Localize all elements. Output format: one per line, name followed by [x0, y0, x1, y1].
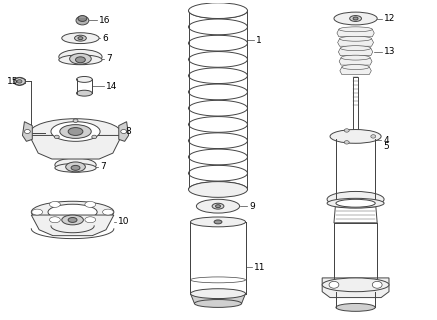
- Ellipse shape: [68, 218, 77, 222]
- Ellipse shape: [76, 90, 92, 96]
- Ellipse shape: [75, 35, 87, 41]
- Polygon shape: [339, 58, 372, 65]
- Ellipse shape: [14, 77, 25, 85]
- Ellipse shape: [49, 217, 60, 223]
- Ellipse shape: [340, 36, 371, 41]
- Ellipse shape: [188, 3, 247, 19]
- Ellipse shape: [92, 135, 97, 139]
- Ellipse shape: [215, 205, 220, 208]
- Ellipse shape: [60, 124, 91, 138]
- Ellipse shape: [188, 182, 247, 197]
- Ellipse shape: [62, 215, 83, 225]
- Polygon shape: [338, 39, 374, 46]
- Ellipse shape: [68, 128, 83, 135]
- Text: 9: 9: [250, 202, 255, 211]
- Ellipse shape: [71, 165, 80, 170]
- Ellipse shape: [59, 50, 102, 64]
- Polygon shape: [337, 29, 374, 37]
- Ellipse shape: [24, 130, 30, 133]
- Polygon shape: [29, 135, 122, 159]
- Text: 4: 4: [383, 136, 389, 145]
- Ellipse shape: [103, 209, 113, 215]
- Ellipse shape: [55, 164, 96, 172]
- Ellipse shape: [372, 281, 382, 288]
- Ellipse shape: [17, 80, 22, 83]
- Ellipse shape: [342, 65, 369, 69]
- Ellipse shape: [336, 303, 375, 311]
- Ellipse shape: [59, 55, 102, 65]
- Ellipse shape: [334, 12, 377, 25]
- Polygon shape: [336, 292, 375, 308]
- Ellipse shape: [51, 122, 100, 141]
- Ellipse shape: [85, 217, 96, 223]
- Ellipse shape: [327, 191, 384, 207]
- Ellipse shape: [341, 55, 370, 60]
- Ellipse shape: [29, 119, 122, 148]
- Ellipse shape: [69, 53, 91, 64]
- Text: 11: 11: [254, 263, 266, 272]
- Polygon shape: [334, 199, 377, 223]
- Ellipse shape: [330, 130, 381, 143]
- Ellipse shape: [54, 135, 59, 139]
- Polygon shape: [191, 222, 246, 294]
- Polygon shape: [76, 79, 92, 93]
- Ellipse shape: [31, 201, 114, 223]
- Ellipse shape: [32, 209, 43, 215]
- Polygon shape: [334, 223, 377, 278]
- Ellipse shape: [85, 202, 96, 207]
- Text: 13: 13: [384, 47, 395, 56]
- Ellipse shape: [121, 130, 127, 133]
- Ellipse shape: [62, 33, 99, 44]
- Polygon shape: [191, 294, 246, 303]
- Text: 14: 14: [106, 82, 118, 91]
- Text: 16: 16: [99, 16, 111, 25]
- Text: 12: 12: [384, 14, 395, 23]
- Ellipse shape: [371, 135, 376, 138]
- Ellipse shape: [339, 27, 372, 32]
- Polygon shape: [322, 278, 389, 298]
- Ellipse shape: [329, 281, 339, 288]
- Ellipse shape: [191, 217, 246, 227]
- Ellipse shape: [344, 141, 349, 144]
- Ellipse shape: [322, 278, 389, 292]
- Ellipse shape: [336, 199, 375, 207]
- Ellipse shape: [191, 289, 246, 299]
- Ellipse shape: [344, 129, 349, 132]
- Ellipse shape: [49, 202, 60, 207]
- Ellipse shape: [327, 198, 384, 208]
- Ellipse shape: [76, 16, 89, 25]
- Ellipse shape: [350, 16, 361, 21]
- Text: 7: 7: [106, 54, 112, 63]
- Text: 8: 8: [126, 127, 132, 136]
- Text: 10: 10: [118, 217, 129, 227]
- Ellipse shape: [76, 57, 85, 63]
- Ellipse shape: [73, 119, 78, 123]
- Ellipse shape: [196, 199, 239, 213]
- Ellipse shape: [336, 196, 375, 203]
- Ellipse shape: [214, 220, 222, 224]
- Polygon shape: [353, 77, 358, 136]
- Ellipse shape: [194, 300, 242, 308]
- Polygon shape: [340, 67, 371, 75]
- Ellipse shape: [55, 158, 96, 172]
- Text: 15: 15: [7, 77, 18, 86]
- Ellipse shape: [212, 203, 224, 209]
- Ellipse shape: [353, 17, 358, 20]
- Ellipse shape: [76, 76, 92, 82]
- Ellipse shape: [78, 37, 83, 40]
- Ellipse shape: [48, 204, 97, 220]
- Polygon shape: [22, 122, 32, 141]
- Polygon shape: [338, 48, 373, 56]
- Polygon shape: [31, 215, 114, 236]
- Text: 5: 5: [383, 142, 389, 151]
- Text: 1: 1: [257, 36, 262, 44]
- Polygon shape: [336, 140, 375, 199]
- Text: 6: 6: [102, 34, 108, 43]
- Polygon shape: [119, 122, 128, 141]
- Ellipse shape: [78, 16, 87, 21]
- Ellipse shape: [340, 46, 371, 51]
- Text: 7: 7: [100, 162, 106, 172]
- Ellipse shape: [66, 162, 85, 172]
